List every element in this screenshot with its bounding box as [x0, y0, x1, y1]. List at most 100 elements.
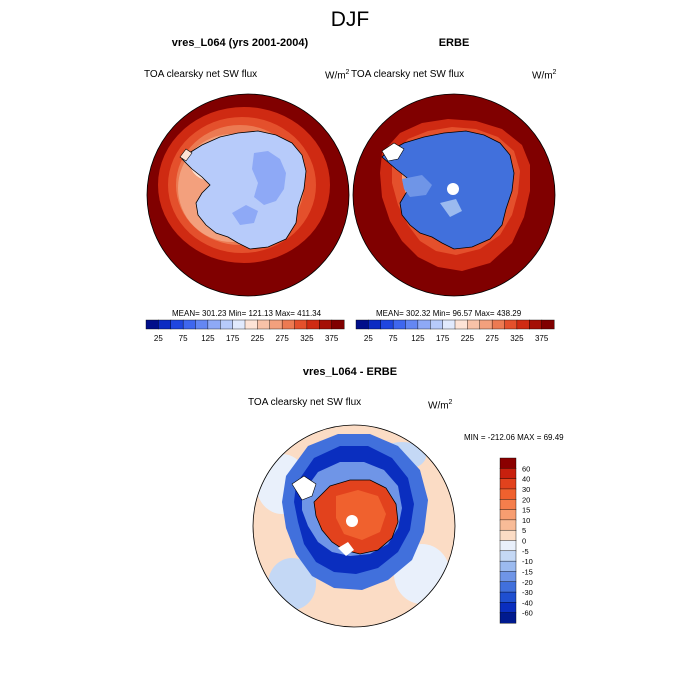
right-polar-map [352, 93, 556, 297]
diff-colorbar-tick-label: -30 [522, 588, 533, 597]
left-plateau-1 [252, 151, 286, 205]
right-pole-hole [447, 183, 459, 195]
left-plateau-2 [232, 205, 258, 225]
right-colorbar-tick-label: 175 [436, 334, 450, 343]
diff-units-base: W/m [428, 400, 449, 412]
right-colorbar-swatch [442, 319, 456, 330]
diff-colorbar-swatch [499, 550, 517, 562]
right-map-border [352, 93, 556, 297]
diff-colorbar-tick-label: 40 [522, 475, 530, 484]
diff-colorbar-tick-label: -40 [522, 598, 533, 607]
left-colorbar-tick-label: 25 [154, 334, 163, 343]
right-missing-region [381, 142, 405, 162]
right-colorbar-swatch [467, 319, 481, 330]
diff-colorbar-swatch [499, 581, 517, 593]
diff-colorbar-tick-label: -5 [522, 547, 529, 556]
right-shelf-2 [440, 199, 462, 217]
diff-panel-title: vres_L064 - ERBE [302, 366, 398, 378]
diff-colorbar-tick-label: 10 [522, 516, 530, 525]
right-panel-units: W/m2 [532, 69, 556, 81]
figure-title: DJF [330, 8, 370, 31]
diff-colorbar-swatch [499, 591, 517, 603]
diff-pole-hole [346, 515, 358, 527]
diff-colorbar-tick-label: 5 [522, 526, 526, 535]
left-colorbar-swatch [257, 319, 271, 330]
left-colorbar-tick-label: 125 [201, 334, 215, 343]
left-panel-units: W/m2 [325, 69, 349, 81]
right-units-base: W/m [532, 70, 553, 82]
right-colorbar-tick-label: 25 [364, 334, 373, 343]
left-colorbar-swatch [170, 319, 184, 330]
diff-colorbar-tick-label: 30 [522, 485, 530, 494]
right-colorbar-tick-label: 125 [411, 334, 425, 343]
left-colorbar-swatch [232, 319, 246, 330]
right-panel-stats: MEAN= 302.32 Min= 96.57 Max= 438.29 [376, 309, 522, 318]
diff-colorbar-tick-label: 60 [522, 464, 530, 473]
right-panel-title: ERBE [438, 37, 470, 49]
diff-colorbar-swatch [499, 509, 517, 521]
left-colorbar-swatch [207, 319, 221, 330]
diff-colorbar-tick-label: -20 [522, 578, 533, 587]
left-colorbar: 25 75 125 175 225 275 325 375 [145, 319, 345, 343]
left-colorbar-swatch [182, 319, 197, 330]
right-colorbar-swatch [355, 319, 369, 330]
diff-panel-variable: TOA clearsky net SW flux [248, 397, 362, 408]
right-colorbar-swatch [380, 319, 394, 330]
left-colorbar-tick-label: 75 [179, 334, 188, 343]
left-units-base: W/m [325, 70, 346, 82]
diff-map-border [252, 424, 456, 628]
left-peninsula [179, 148, 193, 162]
left-colorbar-swatch [281, 319, 296, 330]
diff-units-exp: 2 [448, 399, 453, 406]
right-colorbar-tick-label: 375 [535, 334, 549, 343]
diff-panel-units: W/m2 [428, 399, 452, 411]
left-units-exp: 2 [345, 69, 350, 76]
diff-missing-shelf [338, 542, 354, 556]
right-colorbar-swatch [504, 319, 518, 330]
right-colorbar-swatch [392, 319, 407, 330]
right-colorbar-tick-label: 225 [461, 334, 475, 343]
right-colorbar-swatch [454, 319, 468, 330]
right-colorbar-swatch [417, 319, 431, 330]
diff-colorbar-swatch [499, 457, 517, 469]
left-colorbar-swatch [158, 319, 172, 330]
right-shelf-1 [402, 175, 432, 197]
left-colorbar-swatch [294, 319, 308, 330]
diff-colorbar-swatch [499, 468, 517, 480]
diff-colorbar-tick-label: -10 [522, 557, 533, 566]
diff-colorbar-swatch [499, 612, 517, 624]
diff-colorbar-swatch [499, 529, 517, 542]
diff-interior [336, 490, 386, 540]
right-units-exp: 2 [552, 69, 557, 76]
right-colorbar-swatch [430, 319, 444, 330]
right-colorbar-swatch [479, 319, 493, 330]
left-colorbar-tick-label: 375 [325, 334, 339, 343]
right-colorbar-swatch [529, 319, 543, 330]
diff-colorbar-swatch [499, 499, 517, 511]
left-colorbar-swatch [319, 319, 333, 330]
diff-colorbar-tick-label: 15 [522, 506, 530, 515]
left-map-border [146, 93, 350, 297]
left-colorbar-tick-label: 275 [275, 334, 289, 343]
right-colorbar-tick-label: 75 [389, 334, 398, 343]
diff-colorbar-swatch [499, 478, 517, 490]
diff-colorbar-swatch [499, 519, 517, 531]
left-colorbar-tick-label: 175 [226, 334, 240, 343]
right-colorbar-swatch [516, 319, 530, 330]
diff-colorbar-tick-label: -15 [522, 567, 533, 576]
right-colorbar-tick-label: 325 [510, 334, 524, 343]
left-colorbar-swatch [195, 319, 209, 330]
left-polar-map [146, 93, 350, 297]
diff-colorbar-swatch [499, 602, 517, 614]
diff-colorbar-tick-label: 0 [522, 537, 526, 546]
left-panel-stats: MEAN= 301.23 Min= 121.13 Max= 411.34 [172, 309, 322, 318]
left-colorbar-swatch [244, 319, 258, 330]
left-colorbar-swatch [269, 319, 283, 330]
left-colorbar-tick-label: 225 [251, 334, 265, 343]
diff-colorbar-swatch [499, 571, 517, 583]
diff-polar-map [252, 424, 456, 628]
left-colorbar-swatch [220, 319, 234, 330]
left-panel-variable: TOA clearsky net SW flux [144, 69, 258, 80]
diff-colorbar-tick-label: 20 [522, 495, 530, 504]
